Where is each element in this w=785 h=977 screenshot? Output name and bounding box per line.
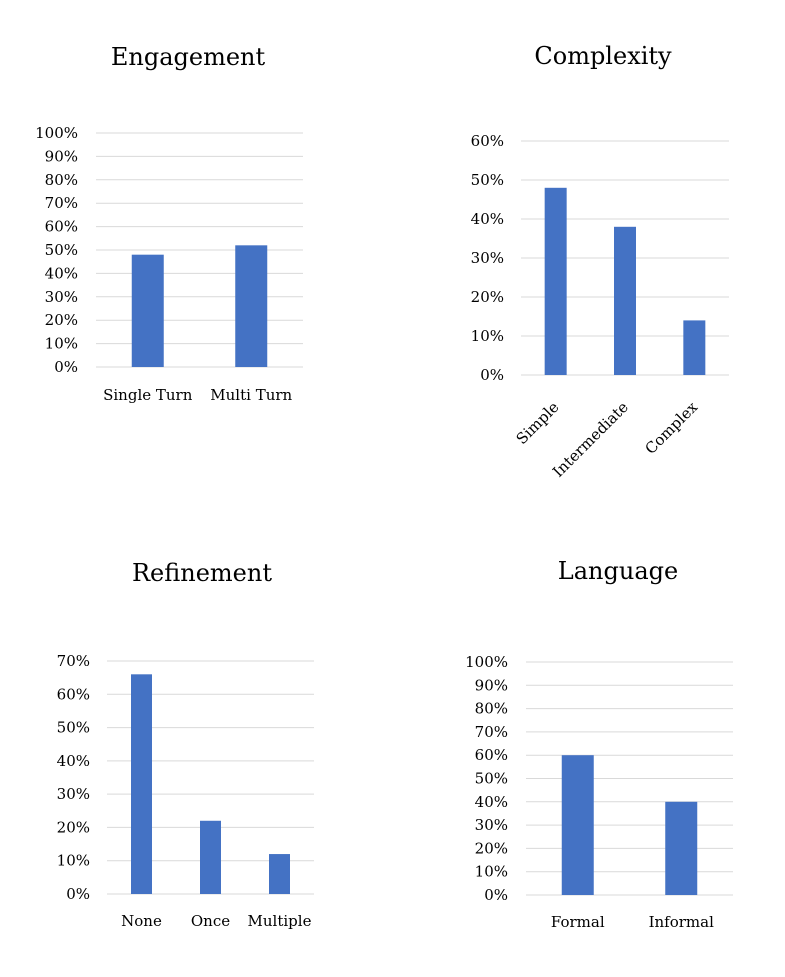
engagement-y-tick-label: 70%: [45, 194, 78, 212]
refinement-bar-none: [131, 674, 152, 894]
refinement-category-label-multiple: Multiple: [248, 912, 312, 930]
engagement-chart-title: Engagement: [111, 43, 266, 71]
engagement-y-tick-label: 20%: [45, 311, 78, 329]
refinement-y-tick-label: 40%: [57, 752, 90, 770]
complexity-bar-simple: [544, 187, 567, 375]
language-y-tick-label: 20%: [475, 839, 508, 857]
refinement-category-label-none: None: [121, 912, 162, 930]
complexity-bar-intermediate: [614, 226, 636, 375]
language-y-tick-label: 90%: [475, 676, 508, 694]
language-bar-informal: [665, 801, 698, 895]
refinement-y-tick-label: 20%: [57, 818, 90, 836]
language-bar-formal: [561, 755, 594, 895]
refinement-bar-once: [200, 820, 221, 894]
language-category-label-formal: Formal: [551, 913, 605, 931]
language-y-tick-label: 50%: [475, 770, 508, 788]
engagement-y-tick-label: 50%: [45, 241, 78, 259]
engagement-y-tick-label: 90%: [45, 147, 78, 165]
engagement-y-tick-label: 30%: [45, 288, 78, 306]
engagement-y-tick-label: 60%: [45, 218, 78, 236]
engagement-bar-multi-turn: [235, 245, 268, 367]
refinement-y-tick-label: 30%: [57, 785, 90, 803]
engagement-chart: Engagement 0% 10% 20% 30% 40% 50% 60% 70% 80% 90% 1…: [35, 43, 303, 404]
refinement-y-tick-label: 60%: [57, 685, 90, 703]
refinement-y-tick-label: 50%: [57, 719, 90, 737]
complexity-chart: Complexity0%10%20%30%40%50%60%SimpleInte…: [471, 42, 729, 481]
complexity-y-tick-label: 30%: [471, 249, 504, 267]
engagement-category-label-single-turn: Single Turn: [103, 386, 193, 404]
engagement-y-tick-label: 0%: [54, 358, 78, 376]
engagement-category-label-multi-turn: Multi Turn: [210, 386, 292, 404]
engagement-y-tick-label: 80%: [45, 171, 78, 189]
refinement-bar-multiple: [269, 854, 290, 894]
engagement-y-tick-label: 40%: [45, 264, 78, 282]
language-y-tick-label: 10%: [475, 863, 508, 881]
complexity-y-tick-label: 40%: [471, 210, 504, 228]
complexity-y-tick-label: 20%: [471, 288, 504, 306]
language-y-tick-label: 30%: [475, 816, 508, 834]
refinement-y-tick-label: 10%: [57, 852, 90, 870]
engagement-y-tick-label: 100%: [35, 124, 78, 142]
complexity-y-tick-label: 0%: [480, 366, 504, 384]
refinement-y-tick-label: 70%: [57, 652, 90, 670]
refinement-category-label-once: Once: [191, 912, 230, 930]
engagement-bar-single-turn: [131, 254, 164, 367]
complexity-category-label-complex: Complex: [641, 398, 701, 458]
language-y-tick-label: 40%: [475, 793, 508, 811]
language-y-tick-label: 70%: [475, 723, 508, 741]
language-chart-title: Language: [558, 557, 678, 585]
language-y-tick-label: 60%: [475, 746, 508, 764]
complexity-bar-complex: [683, 320, 706, 375]
complexity-y-tick-label: 50%: [471, 171, 504, 189]
language-chart: Language 0% 10% 20% 30% 40% 50% 60% 70% 80% 90% 100…: [465, 557, 733, 931]
refinement-chart: Refinement 0% 10% 20% 30% 40% 50% 60% 70% None Onc…: [57, 559, 314, 930]
complexity-y-tick-label: 10%: [471, 327, 504, 345]
complexity-category-label-simple: Simple: [513, 398, 563, 448]
refinement-chart-title: Refinement: [132, 559, 272, 587]
language-y-tick-label: 0%: [484, 886, 508, 904]
complexity-y-tick-label: 60%: [471, 132, 504, 150]
language-y-tick-label: 100%: [465, 653, 508, 671]
language-category-label-informal: Informal: [649, 913, 715, 931]
language-y-tick-label: 80%: [475, 700, 508, 718]
refinement-y-tick-label: 0%: [66, 885, 90, 903]
engagement-y-tick-label: 10%: [45, 335, 78, 353]
complexity-chart-title: Complexity: [534, 42, 672, 70]
